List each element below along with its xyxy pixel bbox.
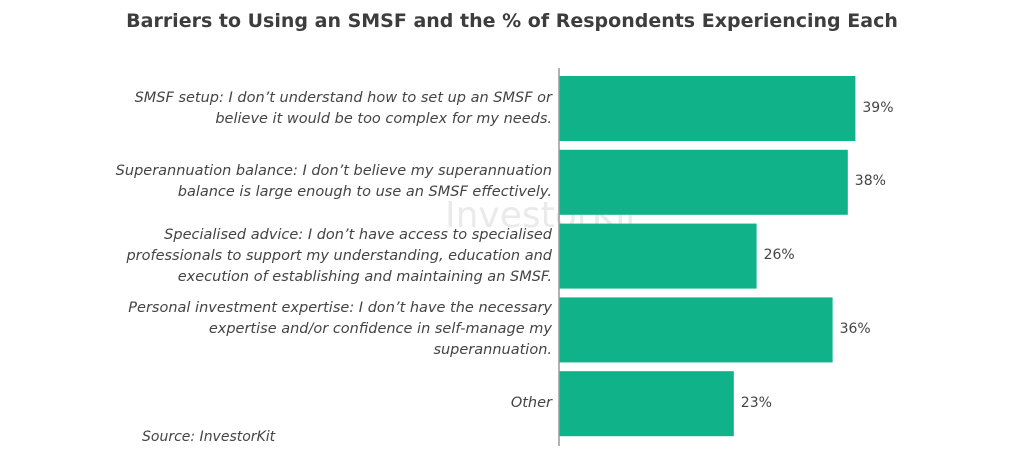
category-label: SMSF setup: I don’t understand how to se… <box>112 72 552 145</box>
bar <box>559 371 734 437</box>
data-label: 23% <box>740 394 772 411</box>
data-label: 38% <box>854 173 886 190</box>
category-label: Other <box>112 367 552 440</box>
bar <box>559 223 757 289</box>
category-label-text: Personal investment expertise: I don’t h… <box>128 300 552 359</box>
bar <box>559 76 856 141</box>
chart-title: Barriers to Using an SMSF and the % of R… <box>126 10 898 32</box>
data-label: 36% <box>839 320 871 337</box>
category-label-text: SMSF setup: I don’t understand how to se… <box>134 89 552 127</box>
category-label-text: Other <box>510 395 552 412</box>
category-label: Personal investment expertise: I don’t h… <box>112 293 552 366</box>
category-label-text: Specialised advice: I don’t have access … <box>126 226 552 285</box>
data-label: 26% <box>763 247 795 264</box>
data-label: 39% <box>862 99 894 116</box>
category-label: Superannuation balance: I don’t believe … <box>112 146 552 219</box>
category-label-text: Superannuation balance: I don’t believe … <box>115 163 552 201</box>
bar <box>559 149 848 215</box>
bar <box>559 297 833 363</box>
source-note: Source: InvestorKit <box>142 429 276 445</box>
category-label: Specialised advice: I don’t have access … <box>112 220 552 293</box>
